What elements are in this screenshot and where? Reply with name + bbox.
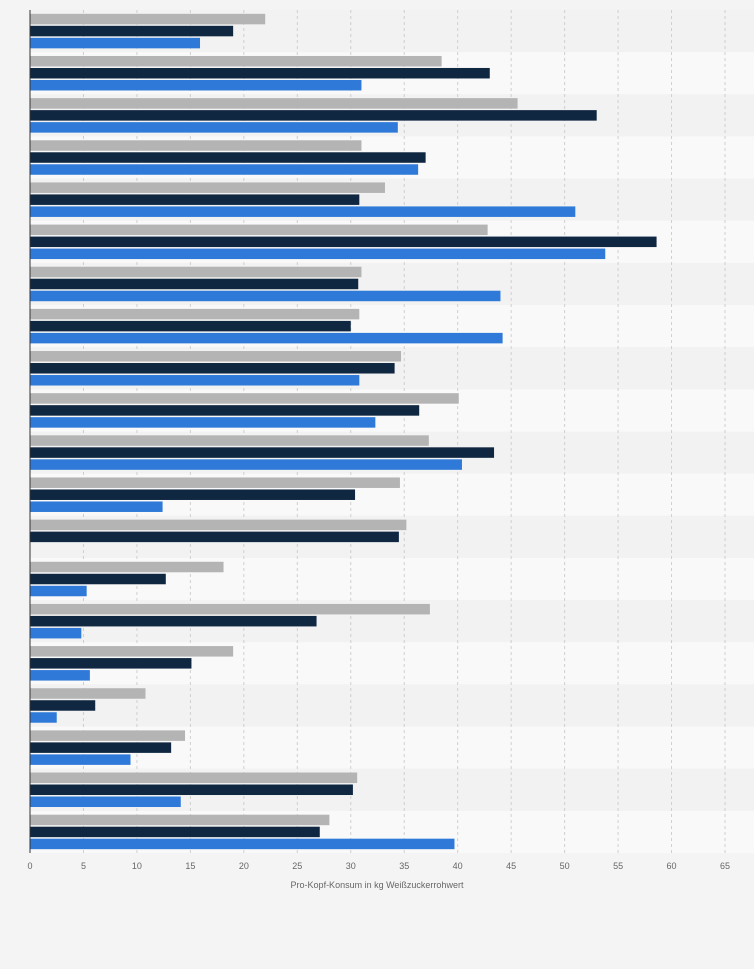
bar-series-3	[30, 332, 503, 344]
x-tick-label: 20	[239, 861, 249, 871]
bar-series-2	[30, 447, 495, 458]
bar-series-3	[30, 670, 90, 681]
bar-series-1	[30, 477, 400, 488]
bar-series-2	[30, 67, 490, 79]
bar-series-3	[30, 501, 163, 512]
bar-series-2	[30, 573, 166, 585]
bar-series-2	[30, 700, 96, 711]
bars	[30, 13, 657, 850]
bar-series-1	[30, 730, 186, 741]
bar-series-2	[30, 658, 192, 669]
bar-series-1	[30, 182, 385, 193]
x-axis-title: Pro-Kopf-Konsum in kg Weißzuckerrohwert	[291, 880, 464, 890]
x-tick-label: 30	[346, 861, 356, 871]
bar-series-3	[30, 122, 398, 133]
x-tick-label: 55	[613, 861, 623, 871]
bar-series-2	[30, 489, 356, 500]
x-tick-label: 60	[667, 861, 677, 871]
x-tick-label: 10	[132, 861, 142, 871]
bar-series-2	[30, 152, 426, 163]
bar-series-1	[30, 519, 407, 531]
bar-series-1	[30, 98, 518, 109]
bar-series-2	[30, 25, 234, 37]
x-axis-ticks: 0 5 10 15 20 25 30 35 40 45 50 55 60 65	[27, 861, 730, 871]
bar-series-2	[30, 194, 360, 205]
bar-series-1	[30, 266, 362, 278]
bar-series-1	[30, 393, 459, 404]
bar-series-3	[30, 459, 462, 470]
bar-series-2	[30, 236, 657, 248]
bar-series-2	[30, 278, 359, 290]
x-tick-label: 25	[292, 861, 302, 871]
bar-series-3	[30, 754, 131, 765]
bar-series-1	[30, 688, 146, 699]
bar-series-1	[30, 224, 488, 236]
x-tick-label: 15	[185, 861, 195, 871]
bar-series-1	[30, 646, 234, 657]
bar-series-1	[30, 351, 402, 362]
bar-series-2	[30, 742, 172, 753]
bar-series-3	[30, 37, 201, 49]
x-tick-label: 40	[453, 861, 463, 871]
bar-series-1	[30, 435, 429, 446]
bar-series-2	[30, 826, 320, 838]
bar-series-1	[30, 140, 362, 151]
bar-series-3	[30, 248, 606, 260]
bar-series-3	[30, 838, 455, 850]
bar-series-3	[30, 375, 360, 386]
bar-series-3	[30, 79, 362, 91]
bar-series-1	[30, 308, 360, 320]
x-tick-label: 35	[399, 861, 409, 871]
bar-series-1	[30, 13, 266, 25]
bar-series-3	[30, 796, 181, 808]
bar-series-3	[30, 585, 87, 597]
bar-series-2	[30, 405, 420, 416]
x-tick-label: 65	[720, 861, 730, 871]
bar-series-3	[30, 712, 57, 723]
bar-series-1	[30, 814, 330, 826]
x-tick-label: 5	[81, 861, 86, 871]
bar-series-2	[30, 615, 317, 627]
bar-series-2	[30, 784, 353, 796]
bar-series-2	[30, 110, 597, 121]
bar-series-3	[30, 627, 82, 639]
bar-series-2	[30, 531, 399, 543]
x-tick-label: 0	[27, 861, 32, 871]
row-bands	[30, 10, 754, 853]
bar-series-3	[30, 290, 501, 302]
bar-series-1	[30, 772, 358, 784]
row-band	[30, 684, 754, 727]
bar-series-1	[30, 561, 224, 573]
bar-series-3	[30, 206, 576, 217]
bar-series-3	[30, 417, 376, 428]
bar-series-1	[30, 55, 442, 67]
bar-series-2	[30, 320, 351, 332]
x-tick-label: 45	[506, 861, 516, 871]
x-tick-label: 50	[560, 861, 570, 871]
bar-series-1	[30, 603, 430, 615]
bar-series-3	[30, 164, 419, 175]
bar-series-2	[30, 363, 395, 374]
